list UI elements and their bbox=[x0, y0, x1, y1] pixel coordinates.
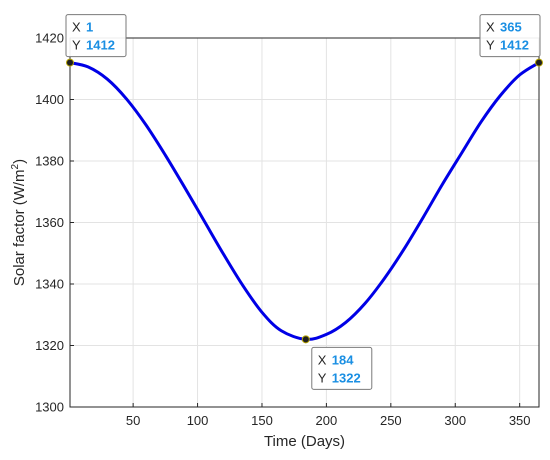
datatip-box: X 184 Y 1322 bbox=[311, 346, 373, 390]
y-tick-label: 1340 bbox=[35, 277, 64, 292]
datatip-box: X 365 Y 1412 bbox=[479, 14, 541, 58]
x-axis-label: Time (Days) bbox=[264, 433, 345, 450]
datatip-box: X 1Y 1412 bbox=[65, 14, 127, 58]
y-tick-label: 1400 bbox=[35, 92, 64, 107]
series-line bbox=[68, 61, 541, 341]
datatip-y-value: 1322 bbox=[332, 370, 361, 385]
y-tick-label: 1380 bbox=[35, 154, 64, 169]
datatip-frame bbox=[65, 14, 127, 58]
x-tick-label: 300 bbox=[444, 413, 466, 428]
grid bbox=[70, 37, 539, 408]
y-tick-label: 1320 bbox=[35, 338, 64, 353]
datatip-y-value: 1412 bbox=[86, 38, 115, 53]
x-tick-label: 50 bbox=[126, 413, 140, 428]
x-tick-label: 100 bbox=[187, 413, 209, 428]
datatip-x-key: X bbox=[72, 20, 81, 35]
datatip-x-key: X bbox=[486, 20, 495, 35]
x-tick-label: 250 bbox=[380, 413, 402, 428]
y-tick-label: 1420 bbox=[35, 31, 64, 46]
datatip-frame bbox=[479, 14, 541, 58]
datatip-x-value: 1 bbox=[86, 20, 93, 35]
datatip-y-key: Y bbox=[318, 370, 327, 385]
datatip-marker bbox=[535, 58, 543, 67]
y-tick-label: 1360 bbox=[35, 215, 64, 230]
datatip-y-key: Y bbox=[486, 38, 495, 53]
datatip-x-key: X bbox=[318, 352, 327, 367]
datatip-marker bbox=[301, 335, 310, 344]
series-lines bbox=[68, 61, 541, 341]
axis-ticks: 50 100 150 200 250 300 350 1300 1320 1340 1360 1380… bbox=[35, 31, 530, 429]
datatip-x-value: 184 bbox=[332, 352, 354, 367]
datatip-marker bbox=[66, 58, 74, 67]
datatip-frame bbox=[311, 346, 373, 390]
y-axis-label: Solar factor (W/m2) bbox=[10, 159, 28, 286]
datatip-y-value: 1412 bbox=[500, 38, 529, 53]
datatip-y-key: Y bbox=[72, 38, 81, 53]
x-tick-label: 350 bbox=[509, 413, 531, 428]
y-tick-label: 1300 bbox=[35, 400, 64, 415]
x-tick-label: 200 bbox=[316, 413, 338, 428]
x-tick-label: 150 bbox=[251, 413, 273, 428]
datatip-x-value: 365 bbox=[500, 20, 522, 35]
